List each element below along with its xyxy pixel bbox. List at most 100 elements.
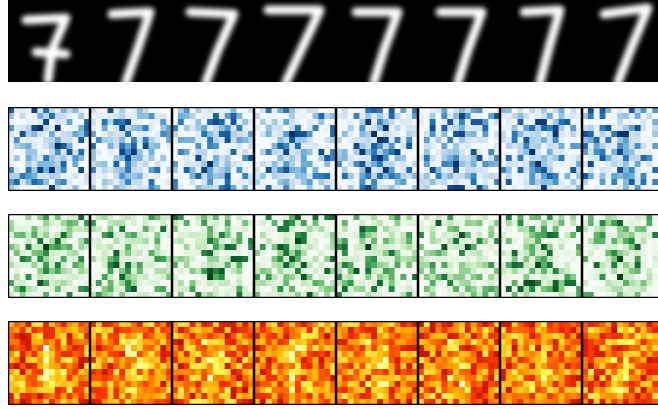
heat-cell <box>406 321 413 328</box>
heat-cell <box>511 125 518 132</box>
heat-cell <box>25 393 32 400</box>
heat-cell <box>435 387 442 394</box>
heat-cell <box>72 268 79 275</box>
heat-cell <box>418 125 425 132</box>
heat-cell <box>113 143 120 150</box>
heat-cell <box>476 173 483 180</box>
heat-cell <box>529 262 536 269</box>
heat-cell <box>435 333 442 340</box>
heat-cell <box>119 351 126 358</box>
heat-cell <box>207 107 214 114</box>
heat-cell <box>552 244 559 251</box>
heat-cell <box>558 268 565 275</box>
heat-cell <box>230 333 237 340</box>
heat-cell <box>242 333 249 340</box>
heat-cell <box>131 185 138 191</box>
heat-cell <box>523 137 530 144</box>
heat-cell <box>476 232 483 239</box>
heat-cell <box>365 363 372 370</box>
heat-cell <box>254 250 261 257</box>
heat-cell <box>336 369 343 376</box>
heat-cell <box>283 185 290 191</box>
heat-cell <box>552 339 559 346</box>
heat-cell <box>84 173 90 180</box>
heat-cell <box>31 351 38 358</box>
heat-cell <box>195 321 202 328</box>
heat-cell <box>72 274 79 281</box>
heat-cell <box>652 155 658 162</box>
heat-cell <box>576 137 582 144</box>
heat-cell <box>101 250 108 257</box>
heat-cell <box>248 131 254 138</box>
heat-cell <box>400 107 407 114</box>
heat-cell <box>254 369 261 376</box>
heat-cell <box>453 363 460 370</box>
heat-cell <box>347 393 354 400</box>
heat-cell <box>464 268 472 275</box>
heat-cell <box>213 214 220 221</box>
heat-cell <box>640 375 647 382</box>
panel <box>172 214 254 298</box>
heat-cell <box>160 351 167 358</box>
heat-cell <box>470 232 477 239</box>
heat-cell <box>8 113 15 120</box>
heat-cell <box>359 185 366 191</box>
heat-cell <box>517 381 524 388</box>
heat-cell <box>587 280 595 287</box>
heat-cell <box>347 113 354 120</box>
heat-cell <box>230 375 237 382</box>
heat-cell <box>107 149 114 156</box>
heat-cell <box>628 113 636 120</box>
heat-cell <box>154 149 161 156</box>
heat-cell <box>617 149 624 156</box>
heat-cell <box>300 321 308 328</box>
heat-cell <box>201 357 208 364</box>
heat-cell <box>587 250 595 257</box>
heat-cell <box>564 179 571 186</box>
heat-cell <box>8 226 15 233</box>
heat-cell <box>406 399 413 405</box>
heat-cell <box>546 393 554 400</box>
heat-cell <box>25 357 32 364</box>
heat-cell <box>31 232 38 239</box>
heat-cell <box>177 321 185 328</box>
heat-cell <box>523 375 530 382</box>
heat-cell <box>388 149 395 156</box>
heat-cell <box>72 262 79 269</box>
heat-cell <box>505 357 513 364</box>
heat-cell <box>207 161 214 168</box>
heat-cell <box>271 125 278 132</box>
heat-cell <box>95 220 103 227</box>
heat-cell <box>605 339 612 346</box>
heat-cell <box>453 155 460 162</box>
heat-cell <box>541 155 548 162</box>
heat-cell <box>429 125 436 132</box>
heat-cell <box>19 220 26 227</box>
heat-cell <box>54 274 62 281</box>
heat-cell <box>359 131 366 138</box>
heat-cell <box>453 256 460 263</box>
heat-cell <box>564 131 571 138</box>
panel <box>8 0 90 82</box>
heat-cell <box>582 149 589 156</box>
heat-cell <box>599 131 606 138</box>
heat-cell <box>131 363 138 370</box>
heat-cell <box>441 226 448 233</box>
heat-cell <box>488 244 495 251</box>
heat-cell <box>359 256 366 263</box>
heat-cell <box>254 185 261 191</box>
heat-cell <box>125 327 132 334</box>
panel-border <box>336 321 418 405</box>
heat-cell <box>306 119 313 126</box>
heat-cell <box>377 268 384 275</box>
heat-cell <box>488 226 495 233</box>
heat-cell <box>166 232 172 239</box>
heat-cell <box>336 143 343 150</box>
heat-cell <box>412 375 418 382</box>
heat-cell <box>634 149 641 156</box>
heat-cell <box>125 286 132 293</box>
heat-cell <box>605 274 612 281</box>
heat-cell <box>54 173 62 180</box>
heat-cell <box>172 333 179 340</box>
heat-cell <box>154 375 161 382</box>
